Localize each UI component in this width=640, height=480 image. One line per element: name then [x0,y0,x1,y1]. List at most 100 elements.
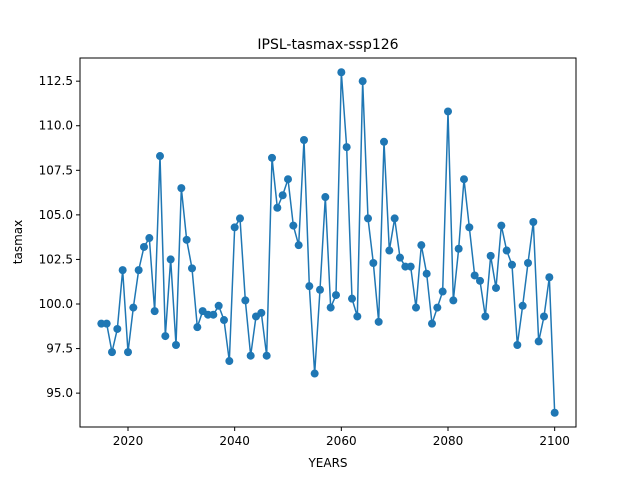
data-point [102,319,111,328]
y-tick-label: 107.5 [39,163,73,177]
data-point [422,269,431,278]
data-point [134,266,143,275]
data-point [246,351,255,360]
y-axis-label: tasmax [11,220,25,264]
data-point [300,136,308,144]
data-point [326,303,335,312]
data-point [230,223,239,232]
data-point [161,332,170,341]
data-point [166,255,175,264]
data-point [540,312,548,321]
data-point [140,242,148,251]
data-point [337,68,346,77]
data-point [273,203,282,212]
chart-title: IPSL-tasmax-ssp126 [257,37,398,53]
data-point [348,294,356,303]
data-point [129,303,138,312]
data-point [321,193,330,202]
data-point [492,283,500,292]
data-point [390,214,399,223]
data-point [529,218,538,226]
y-tick-label: 97.5 [46,342,73,356]
data-point [182,235,191,244]
data-point [433,303,442,312]
data-point [257,308,266,317]
data-point [294,241,303,250]
data-point [470,271,479,280]
x-tick-label: 2040 [219,434,250,448]
data-point [188,264,196,273]
data-point [444,107,452,116]
x-tick-label: 2080 [433,434,464,448]
data-point [289,221,298,230]
x-tick-label: 2060 [326,434,357,448]
data-point [225,357,234,366]
data-point [236,214,244,223]
x-tick-label: 2100 [539,434,570,448]
data-point [476,276,484,285]
data-point [534,337,543,346]
x-tick-label: 2020 [113,434,144,448]
data-point [332,291,340,300]
data-point [374,317,383,326]
plot-area [97,68,559,417]
data-point [268,153,276,162]
data-point [508,260,516,269]
data-point [241,296,250,305]
y-axis: 95.0 97.5 100.0 102.5 105.0 107.5 110.0 112.5 [39,74,80,400]
data-point [465,223,474,232]
data-point [108,348,116,357]
data-point [305,282,314,291]
data-point [481,312,490,321]
data-point [214,301,223,310]
data-point [406,262,415,271]
data-point [262,351,271,360]
data-point [113,324,122,333]
data-point [177,184,186,193]
data-point [172,341,180,349]
y-tick-label: 112.5 [39,74,73,88]
data-point [209,310,218,319]
y-tick-label: 102.5 [39,252,73,266]
y-tick-label: 105.0 [39,208,73,222]
data-point [497,221,506,230]
data-point [220,316,228,325]
data-point [460,175,468,184]
data-point [124,348,132,357]
data-point [369,259,378,267]
data-point [550,408,559,417]
data-point [454,244,463,253]
axes-frame [79,57,577,428]
data-point [358,77,367,86]
x-axis-label: YEARS [307,456,347,470]
y-tick-label: 100.0 [39,297,73,311]
data-point [364,214,372,223]
data-point [156,152,164,161]
y-tick-label: 95.0 [46,386,73,400]
data-point [412,303,420,312]
data-point [118,266,127,275]
data-point [524,259,532,267]
data-point [284,175,292,184]
data-point [145,234,154,243]
data-point [310,369,319,378]
data-point [396,253,404,262]
data-point [449,296,458,305]
data-point [380,137,388,146]
data-point [513,341,522,349]
x-axis: 2020 2040 2060 2080 2100 [113,427,570,448]
data-point [193,323,202,332]
data-point [385,246,394,255]
data-point [518,301,527,310]
data-point [502,246,511,255]
data-point [353,312,362,321]
data-point [486,251,495,260]
y-tick-label: 110.0 [39,119,73,133]
data-point [428,319,436,328]
data-point [278,191,287,200]
data-point [150,307,159,316]
data-point [417,241,426,250]
data-point [545,273,554,282]
